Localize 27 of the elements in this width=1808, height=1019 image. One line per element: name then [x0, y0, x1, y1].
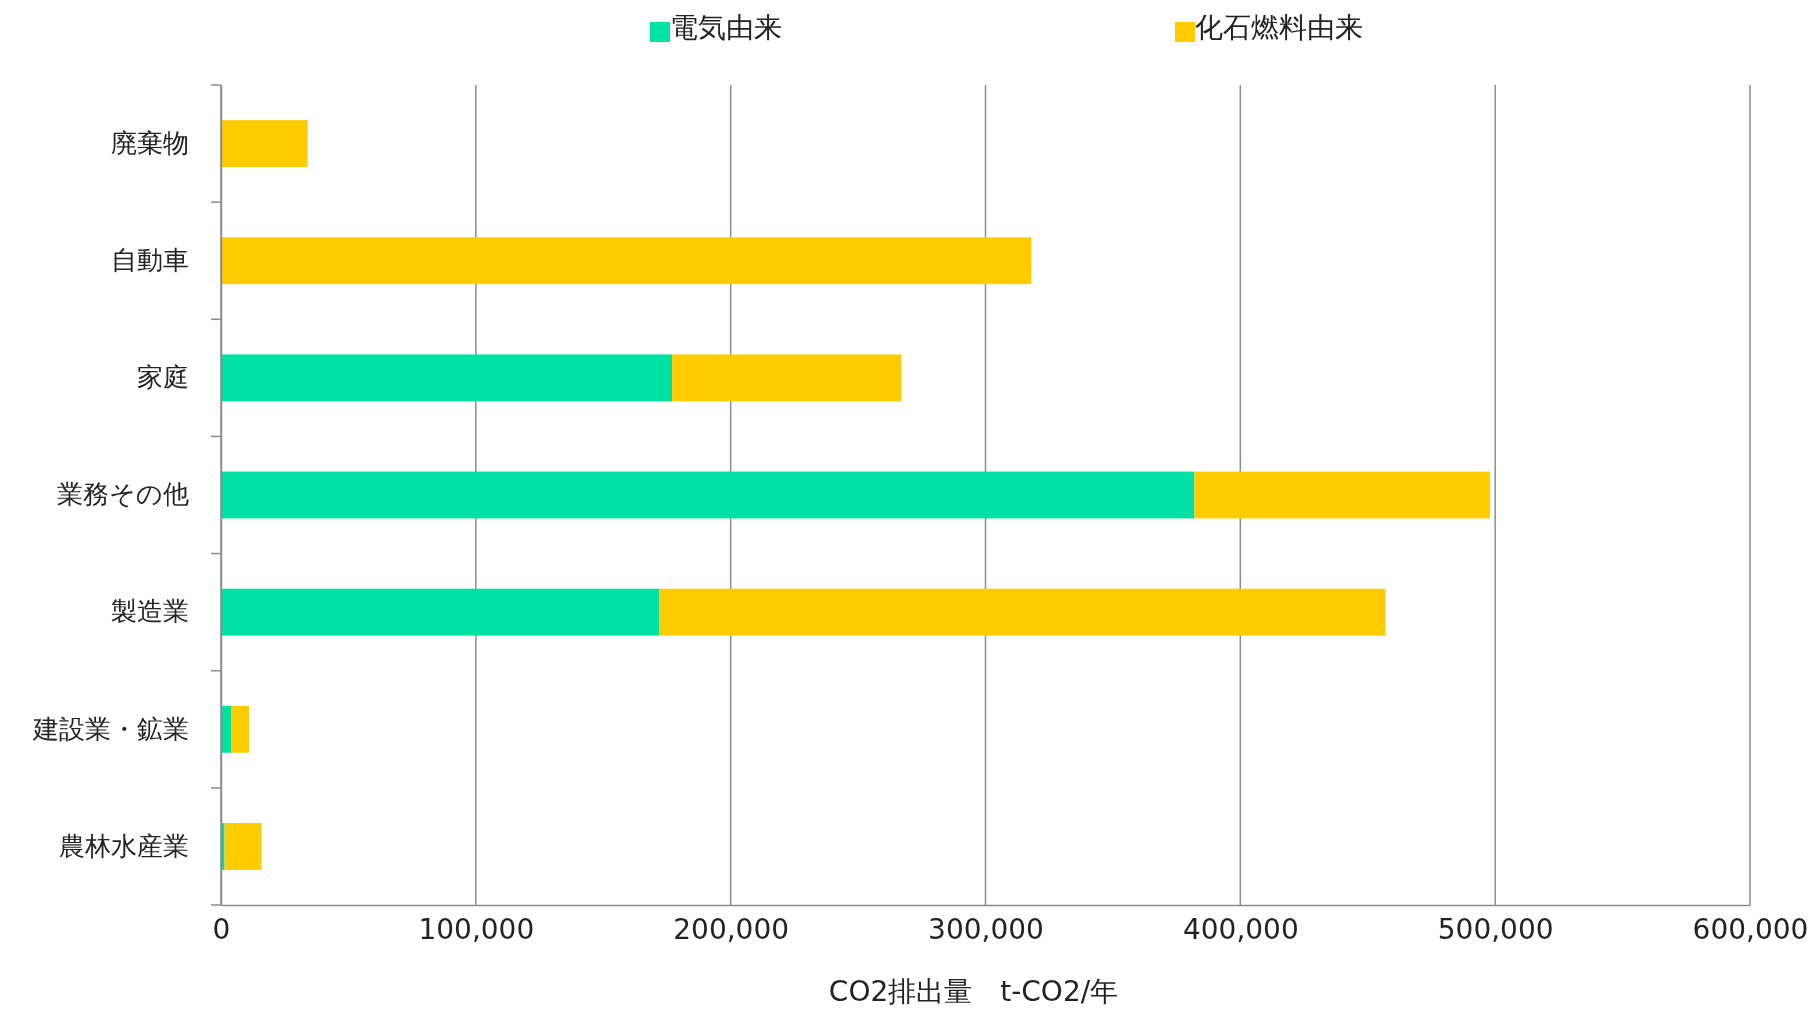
bar: [221, 237, 1032, 285]
legend-label: 電気由来: [670, 11, 782, 44]
bar: [1194, 471, 1491, 519]
y-tick-label: 自動車: [111, 245, 189, 276]
x-tick-label: 300,000: [928, 912, 1044, 946]
y-tick-label: 農林水産業: [59, 830, 189, 861]
y-tick-label: 製造業: [111, 596, 189, 627]
x-axis-title: CO2排出量 t-CO2/年: [828, 975, 1119, 1008]
bar: [231, 705, 250, 753]
bar: [659, 588, 1386, 636]
y-tick-label: 建設業・鉱業: [32, 713, 189, 744]
legend-label: 化石燃料由来: [1195, 11, 1363, 44]
y-tick-label: 家庭: [137, 362, 189, 393]
x-tick-label: 500,000: [1437, 912, 1554, 946]
bar: [224, 823, 262, 870]
y-tick-label: 廃棄物: [111, 127, 189, 158]
bar: [221, 471, 1195, 519]
y-tick-label: 業務その他: [57, 479, 189, 510]
x-tick-label: 200,000: [673, 912, 790, 946]
x-tick-label: 400,000: [1182, 912, 1299, 946]
bar: [221, 354, 673, 402]
bar: [221, 588, 660, 636]
bar: [221, 120, 308, 167]
x-tick-label: 100,000: [418, 912, 535, 946]
x-tick-label: 600,000: [1692, 912, 1808, 946]
x-tick-label: 0: [212, 912, 231, 946]
bar: [672, 354, 902, 402]
